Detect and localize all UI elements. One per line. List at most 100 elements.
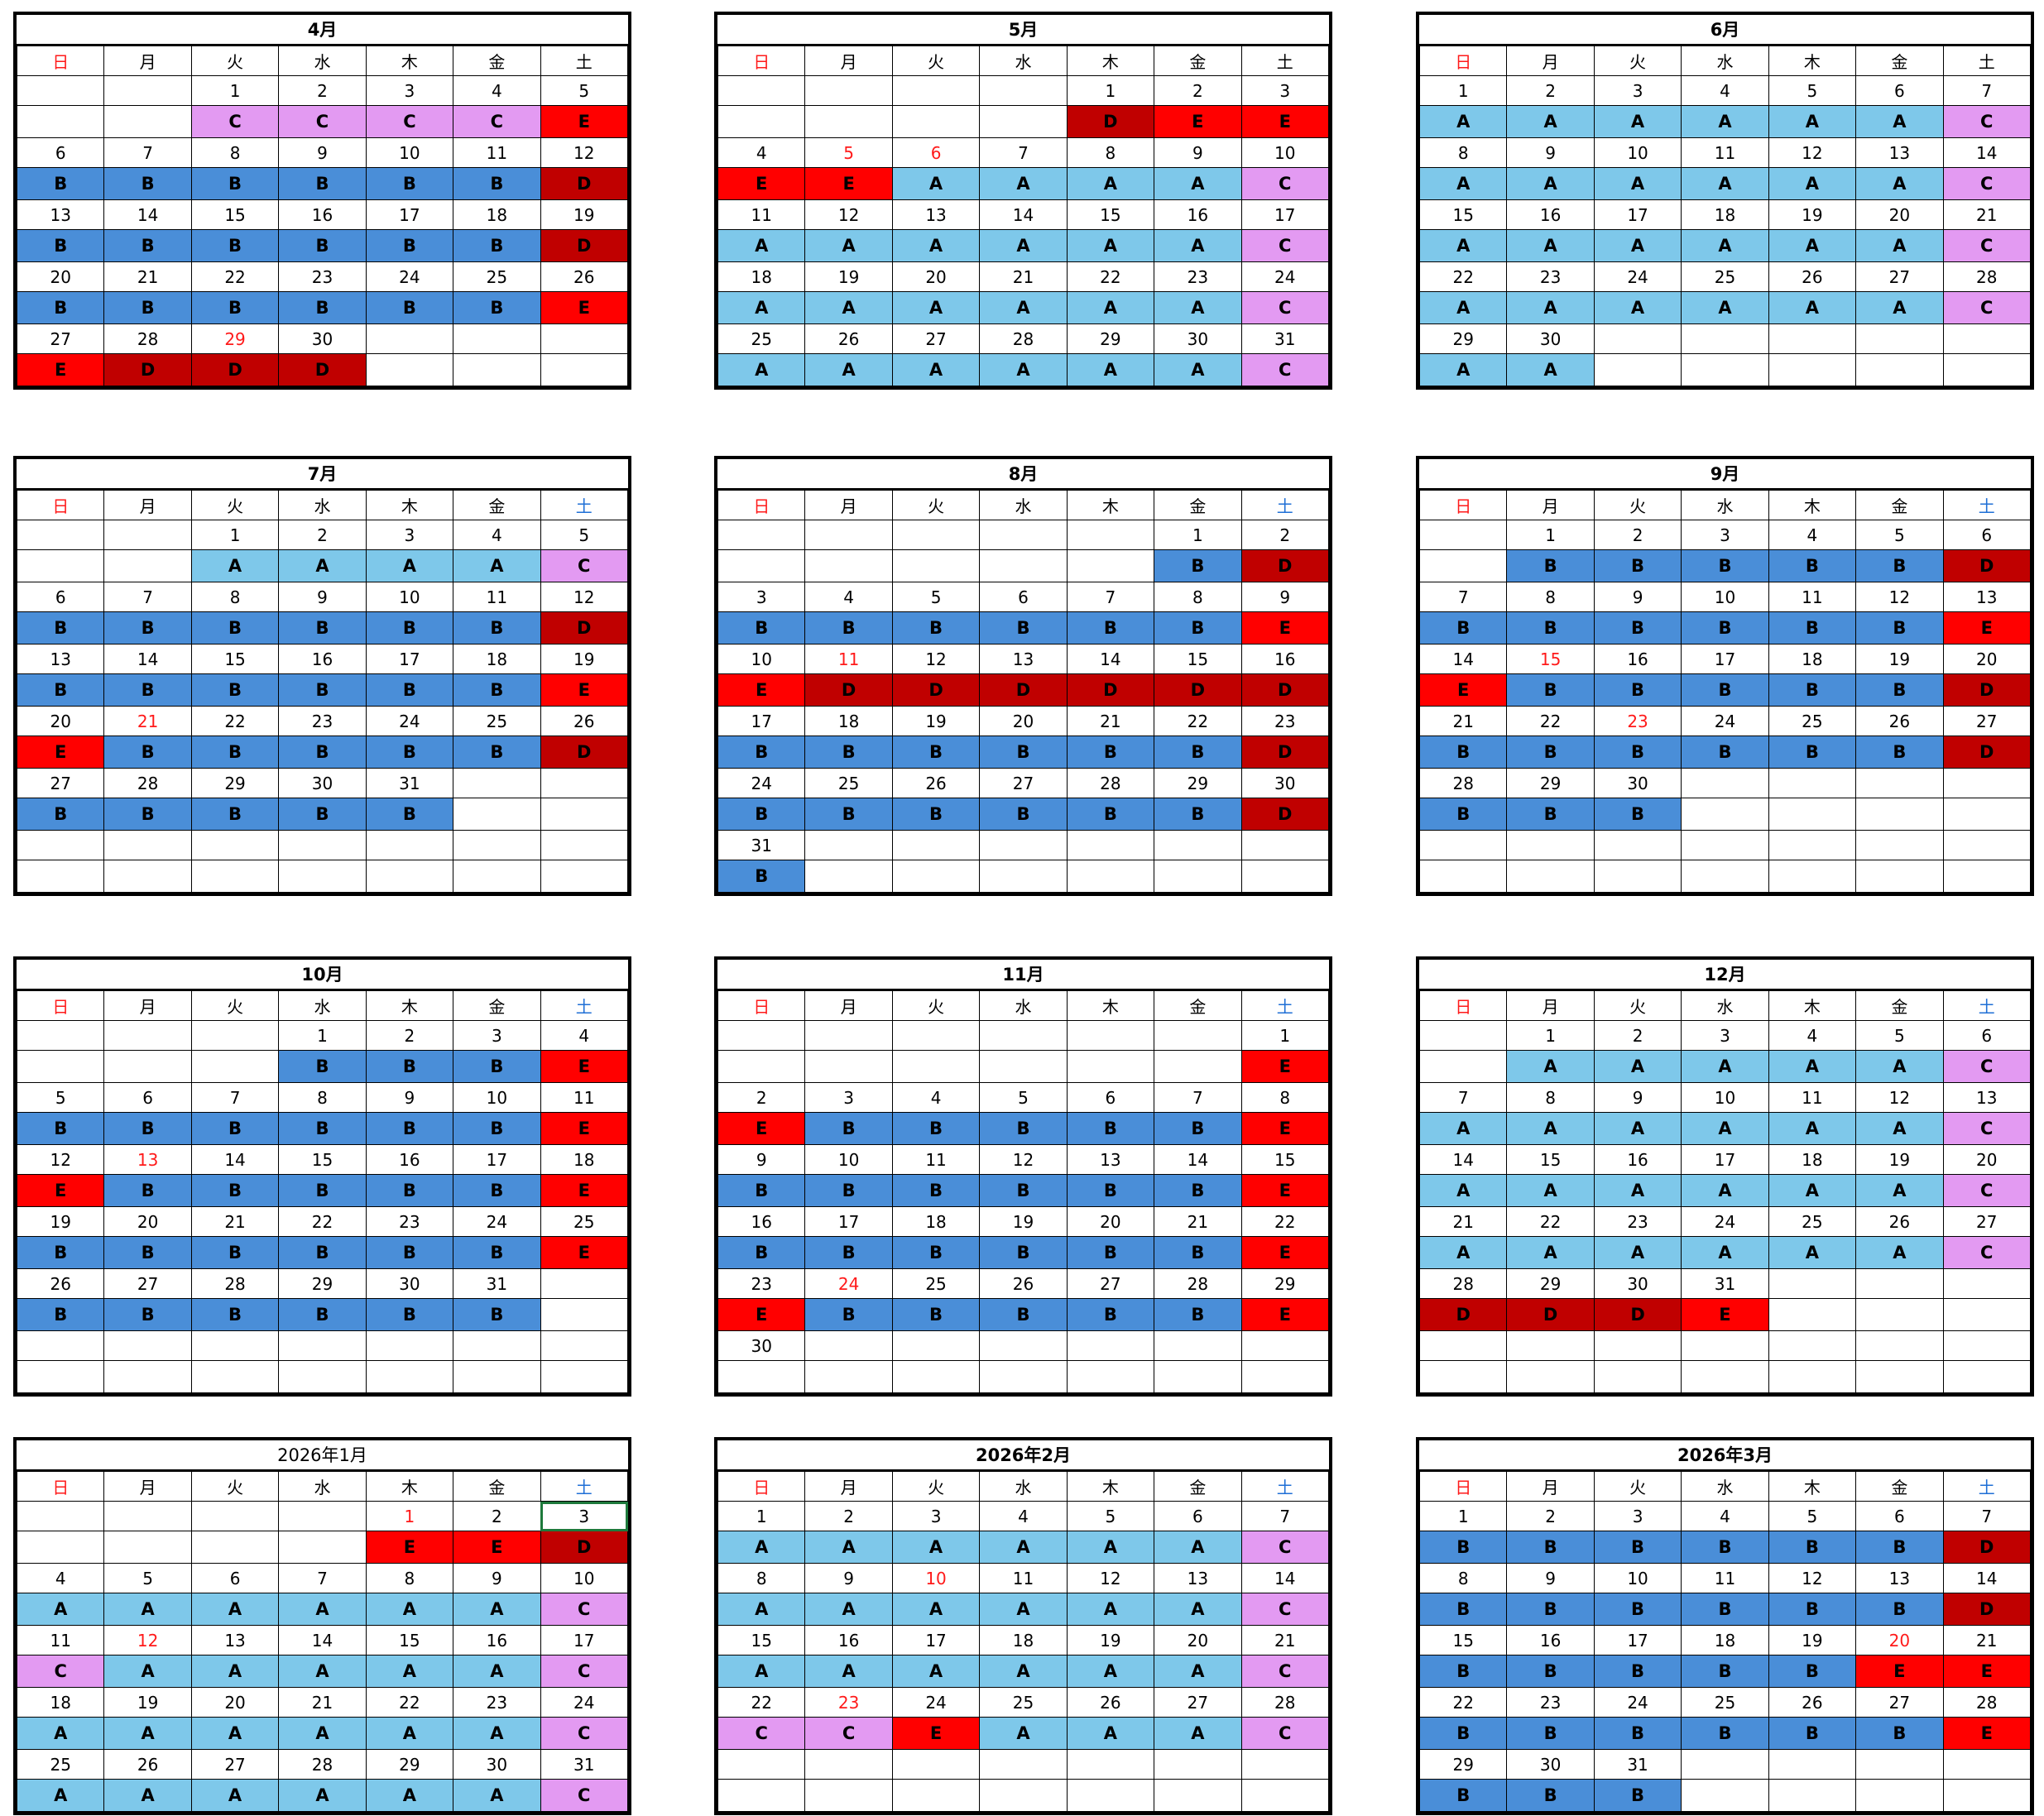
date-cell[interactable]: 11: [453, 137, 541, 168]
date-cell[interactable]: 4: [891, 1082, 981, 1113]
weekday-header[interactable]: 木: [365, 1471, 454, 1502]
shift-code-cell[interactable]: [804, 1360, 893, 1393]
date-cell[interactable]: [979, 1749, 1068, 1780]
date-cell[interactable]: 20: [16, 706, 105, 736]
shift-code-cell[interactable]: B: [1066, 798, 1155, 831]
shift-code-cell[interactable]: B: [190, 1174, 280, 1207]
weekday-header[interactable]: 火: [891, 490, 981, 520]
date-cell[interactable]: 14: [1066, 644, 1155, 674]
shift-code-cell[interactable]: [1768, 860, 1857, 893]
shift-code-cell[interactable]: A: [979, 353, 1068, 386]
date-cell[interactable]: [1942, 1749, 2032, 1780]
date-cell[interactable]: [979, 830, 1068, 860]
weekday-header[interactable]: 土: [1240, 1471, 1330, 1502]
shift-code-cell[interactable]: B: [1768, 549, 1857, 582]
date-cell[interactable]: 21: [1418, 706, 1508, 736]
shift-code-cell[interactable]: B: [1768, 1717, 1857, 1750]
shift-code-cell[interactable]: A: [1154, 1655, 1242, 1688]
date-cell[interactable]: 14: [1942, 1563, 2032, 1593]
shift-code-cell[interactable]: A: [16, 1717, 105, 1750]
shift-code-cell[interactable]: A: [453, 1593, 541, 1626]
shift-code-cell[interactable]: B: [1855, 736, 1944, 769]
date-cell[interactable]: 3: [365, 75, 454, 106]
shift-code-cell[interactable]: D: [1942, 1593, 2032, 1626]
shift-code-cell[interactable]: B: [453, 229, 541, 262]
shift-code-cell[interactable]: B: [365, 167, 454, 200]
weekday-header[interactable]: 木: [1768, 46, 1857, 76]
date-cell[interactable]: 9: [365, 1082, 454, 1113]
shift-code-cell[interactable]: A: [1855, 1174, 1944, 1207]
shift-code-cell[interactable]: [540, 1360, 629, 1393]
date-cell[interactable]: [1418, 520, 1508, 550]
date-cell[interactable]: 3: [1681, 520, 1769, 550]
date-cell[interactable]: 21: [1418, 1206, 1508, 1237]
shift-code-cell[interactable]: B: [1681, 549, 1769, 582]
date-cell[interactable]: 7: [1942, 75, 2032, 106]
shift-code-cell[interactable]: [891, 549, 981, 582]
date-cell[interactable]: 22: [278, 1206, 367, 1237]
shift-code-cell[interactable]: [365, 353, 454, 386]
date-cell[interactable]: 5: [979, 1082, 1068, 1113]
date-cell[interactable]: 26: [1768, 1687, 1857, 1718]
month-title[interactable]: 2026年1月: [17, 1440, 628, 1471]
shift-code-cell[interactable]: A: [804, 291, 893, 324]
shift-code-cell[interactable]: C: [1240, 1717, 1330, 1750]
date-cell[interactable]: 5: [804, 137, 893, 168]
shift-code-cell[interactable]: A: [278, 1593, 367, 1626]
shift-code-cell[interactable]: E: [540, 1050, 629, 1083]
date-cell[interactable]: 4: [453, 75, 541, 106]
date-cell[interactable]: 25: [979, 1687, 1068, 1718]
date-cell[interactable]: 20: [1855, 1625, 1944, 1655]
shift-code-cell[interactable]: [1066, 1779, 1155, 1812]
shift-code-cell[interactable]: A: [1768, 105, 1857, 138]
shift-code-cell[interactable]: [1681, 1360, 1769, 1393]
date-cell[interactable]: 9: [1506, 137, 1595, 168]
date-cell[interactable]: 4: [540, 1020, 629, 1051]
shift-code-cell[interactable]: A: [1768, 1050, 1857, 1083]
date-cell[interactable]: 25: [1768, 1206, 1857, 1237]
date-cell[interactable]: 28: [1942, 261, 2032, 292]
date-cell[interactable]: 17: [804, 1206, 893, 1237]
shift-code-cell[interactable]: [16, 549, 105, 582]
date-cell[interactable]: 16: [1593, 1144, 1682, 1175]
date-cell[interactable]: 12: [540, 582, 629, 612]
date-cell[interactable]: 11: [16, 1625, 105, 1655]
date-cell[interactable]: 15: [1506, 1144, 1595, 1175]
date-cell[interactable]: 8: [1154, 582, 1242, 612]
date-cell[interactable]: 28: [1066, 768, 1155, 798]
date-cell[interactable]: 20: [1942, 1144, 2032, 1175]
weekday-header[interactable]: 木: [365, 46, 454, 76]
date-cell[interactable]: 28: [1154, 1268, 1242, 1299]
shift-code-cell[interactable]: B: [1681, 1655, 1769, 1688]
date-cell[interactable]: 27: [16, 323, 105, 354]
shift-code-cell[interactable]: A: [16, 1779, 105, 1812]
shift-code-cell[interactable]: B: [453, 673, 541, 707]
shift-code-cell[interactable]: C: [540, 549, 629, 582]
date-cell[interactable]: 4: [453, 520, 541, 550]
date-cell[interactable]: 11: [453, 582, 541, 612]
shift-code-cell[interactable]: A: [1418, 353, 1508, 386]
shift-code-cell[interactable]: B: [1855, 611, 1944, 644]
shift-code-cell[interactable]: B: [365, 1236, 454, 1269]
date-cell[interactable]: 4: [1681, 75, 1769, 106]
weekday-header[interactable]: 水: [979, 1471, 1068, 1502]
shift-code-cell[interactable]: [1418, 549, 1508, 582]
date-cell[interactable]: [891, 1330, 981, 1361]
shift-code-cell[interactable]: E: [1240, 1174, 1330, 1207]
shift-code-cell[interactable]: B: [891, 611, 981, 644]
shift-code-cell[interactable]: A: [717, 1655, 806, 1688]
shift-code-cell[interactable]: [16, 1360, 105, 1393]
weekday-header[interactable]: 日: [16, 46, 105, 76]
shift-code-cell[interactable]: B: [190, 167, 280, 200]
date-cell[interactable]: 10: [717, 644, 806, 674]
date-cell[interactable]: [1855, 1749, 1944, 1780]
shift-code-cell[interactable]: B: [103, 1236, 192, 1269]
date-cell[interactable]: 1: [1506, 1020, 1595, 1051]
shift-code-cell[interactable]: [1066, 1360, 1155, 1393]
date-cell[interactable]: [717, 520, 806, 550]
shift-code-cell[interactable]: B: [1066, 1236, 1155, 1269]
date-cell[interactable]: 16: [278, 644, 367, 674]
date-cell[interactable]: [804, 1749, 893, 1780]
date-cell[interactable]: 23: [717, 1268, 806, 1299]
weekday-header[interactable]: 月: [1506, 46, 1595, 76]
